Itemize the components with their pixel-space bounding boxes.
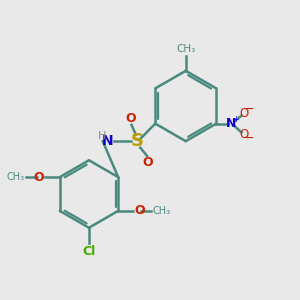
Text: −: − [244,103,254,116]
Text: O: O [142,156,153,169]
Text: Cl: Cl [82,245,96,258]
Text: N: N [102,134,114,148]
Text: H: H [98,131,106,141]
Text: O: O [33,171,44,184]
Text: O: O [134,204,145,218]
Text: O: O [239,107,248,120]
Text: CH₃: CH₃ [176,44,195,54]
Text: CH₃: CH₃ [6,172,25,182]
Text: O: O [126,112,136,125]
Text: −: − [244,132,254,145]
Text: S: S [131,132,144,150]
Text: O: O [239,128,248,141]
Text: N: N [226,117,237,130]
Text: CH₃: CH₃ [152,206,171,216]
Text: +: + [232,115,239,124]
